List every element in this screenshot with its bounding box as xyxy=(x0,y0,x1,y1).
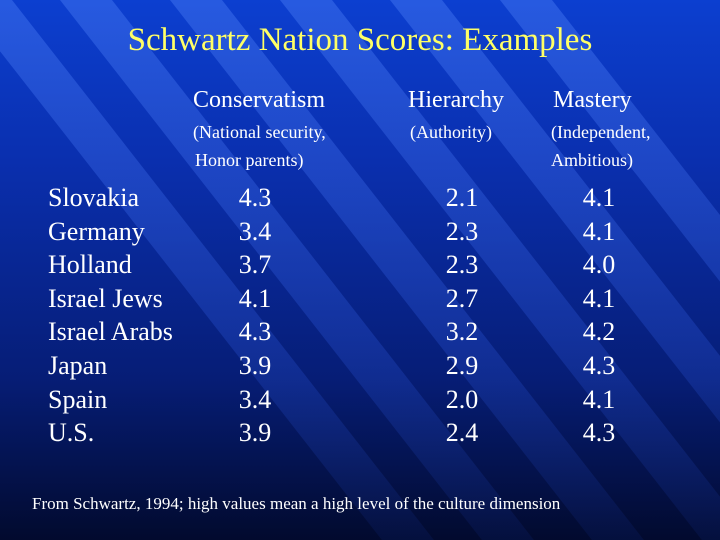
column-subtitle-mastery-line2: Ambitious) xyxy=(551,150,634,170)
hierarchy-value: 2.7 xyxy=(445,283,479,313)
hierarchy-value: 2.0 xyxy=(445,384,479,414)
mastery-value: 4.2 xyxy=(582,317,616,347)
column-subtitle-hierarchy-line1: (Authority) xyxy=(410,122,492,142)
mastery-values: 4.1 4.1 4.0 4.1 4.2 4.3 4.1 4.3 xyxy=(569,181,629,450)
country-name: Germany xyxy=(48,216,145,246)
column-subtitle-conservatism-line1: (National security, xyxy=(193,122,326,142)
country-name: Israel Arabs xyxy=(48,317,173,347)
mastery-value: 4.0 xyxy=(582,250,616,280)
mastery-value: 4.1 xyxy=(582,384,616,414)
mastery-value: 4.3 xyxy=(582,350,616,380)
hierarchy-value: 2.3 xyxy=(445,216,479,246)
column-heading-mastery: Mastery xyxy=(553,87,632,113)
country-name: Holland xyxy=(48,250,132,280)
country-name: U.S. xyxy=(48,418,95,448)
conservatism-value: 4.3 xyxy=(238,317,272,347)
country-name: Slovakia xyxy=(48,183,139,212)
conservatism-value: 3.9 xyxy=(238,418,272,448)
mastery-value: 4.1 xyxy=(582,183,616,212)
slide-title: Schwartz Nation Scores: Examples xyxy=(127,22,593,58)
decorative-stripe xyxy=(280,0,720,540)
hierarchy-values: 2.1 2.3 2.3 2.7 3.2 2.9 2.0 2.4 xyxy=(432,181,492,450)
conservatism-value: 3.9 xyxy=(238,350,272,380)
mastery-value: 4.3 xyxy=(582,418,616,448)
conservatism-value: 3.4 xyxy=(238,384,272,414)
conservatism-values: 4.3 3.4 3.7 4.1 4.3 3.9 3.4 3.9 xyxy=(225,181,285,450)
column-subtitle-mastery-line1: (Independent, xyxy=(551,122,651,142)
conservatism-value: 4.1 xyxy=(238,283,272,313)
conservatism-value: 4.3 xyxy=(238,183,272,212)
hierarchy-value: 3.2 xyxy=(445,317,479,347)
country-name: Israel Jews xyxy=(48,283,163,313)
source-footnote: From Schwartz, 1994; high values mean a … xyxy=(32,494,561,513)
mastery-value: 4.1 xyxy=(582,283,616,313)
mastery-value: 4.1 xyxy=(582,216,616,246)
hierarchy-value: 2.4 xyxy=(445,418,479,448)
hierarchy-value: 2.1 xyxy=(445,183,479,212)
column-subtitle-conservatism-line2: Honor parents) xyxy=(195,150,304,170)
country-list: Slovakia Germany Holland Israel Jews Isr… xyxy=(48,181,208,450)
hierarchy-value: 2.9 xyxy=(445,350,479,380)
column-heading-hierarchy: Hierarchy xyxy=(408,87,504,113)
conservatism-value: 3.7 xyxy=(238,250,272,280)
hierarchy-value: 2.3 xyxy=(445,250,479,280)
column-heading-conservatism: Conservatism xyxy=(193,87,325,113)
country-name: Japan xyxy=(48,350,108,380)
country-name: Spain xyxy=(48,384,108,414)
conservatism-value: 3.4 xyxy=(238,216,272,246)
